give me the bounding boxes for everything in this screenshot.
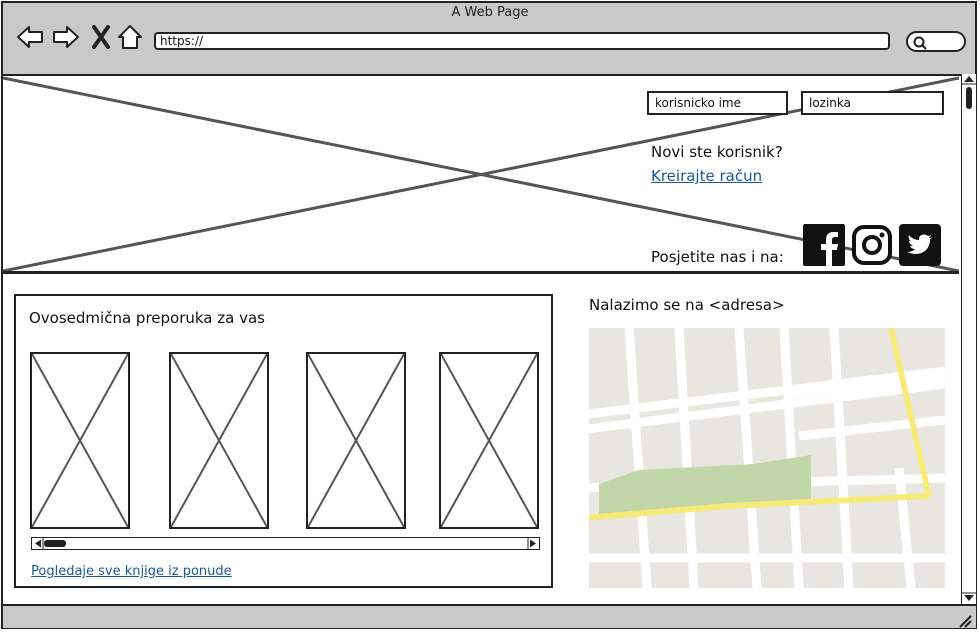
create-account-link[interactable]: Kreirajte račun bbox=[651, 167, 763, 185]
url-input[interactable]: https:// bbox=[154, 32, 890, 50]
book-thumbnail[interactable] bbox=[306, 352, 406, 529]
home-icon[interactable] bbox=[115, 22, 145, 52]
scroll-thumb[interactable] bbox=[44, 540, 66, 547]
password-input[interactable]: lozinka bbox=[801, 91, 944, 115]
book-thumbnail[interactable] bbox=[439, 352, 539, 529]
status-bar bbox=[3, 604, 976, 628]
window-title: A Web Page bbox=[451, 5, 529, 20]
resize-grip-icon[interactable] bbox=[958, 614, 972, 628]
book-thumbnail[interactable] bbox=[30, 352, 130, 529]
vertical-scrollbar[interactable] bbox=[961, 74, 976, 604]
view-all-books-link[interactable]: Pogledaje sve knjige iz ponude bbox=[31, 564, 232, 579]
search-field[interactable] bbox=[906, 31, 966, 52]
horizontal-scrollbar[interactable] bbox=[31, 537, 540, 550]
back-arrow-icon[interactable] bbox=[15, 22, 45, 52]
scroll-down-arrow-icon[interactable] bbox=[964, 595, 974, 601]
facebook-icon[interactable] bbox=[803, 224, 845, 266]
twitter-icon[interactable] bbox=[899, 224, 941, 266]
book-placeholder-image bbox=[171, 354, 267, 527]
book-placeholder-image bbox=[32, 354, 128, 527]
new-user-text: Novi ste korisnik? bbox=[651, 143, 783, 161]
book-placeholder-image bbox=[308, 354, 404, 527]
header-banner bbox=[3, 76, 959, 274]
forward-arrow-icon[interactable] bbox=[51, 22, 81, 52]
scroll-up-arrow-icon[interactable] bbox=[964, 76, 974, 82]
scroll-thumb[interactable] bbox=[966, 87, 972, 109]
search-icon bbox=[913, 36, 927, 50]
close-icon[interactable] bbox=[86, 22, 116, 52]
book-thumbnail[interactable] bbox=[169, 352, 269, 529]
map[interactable] bbox=[589, 328, 945, 588]
visit-us-text: Posjetite nas i na: bbox=[651, 248, 784, 266]
recommendations-title: Ovosedmična preporuka za vas bbox=[29, 309, 265, 327]
banner-placeholder-image bbox=[3, 76, 959, 271]
location-title: Nalazimo se na <adresa> bbox=[589, 296, 785, 314]
book-placeholder-image bbox=[441, 354, 537, 527]
username-input[interactable]: korisnicko ime bbox=[647, 91, 788, 115]
scroll-left-arrow-icon[interactable] bbox=[35, 539, 41, 548]
scroll-right-arrow-icon[interactable] bbox=[530, 539, 536, 548]
instagram-icon[interactable] bbox=[851, 224, 893, 266]
